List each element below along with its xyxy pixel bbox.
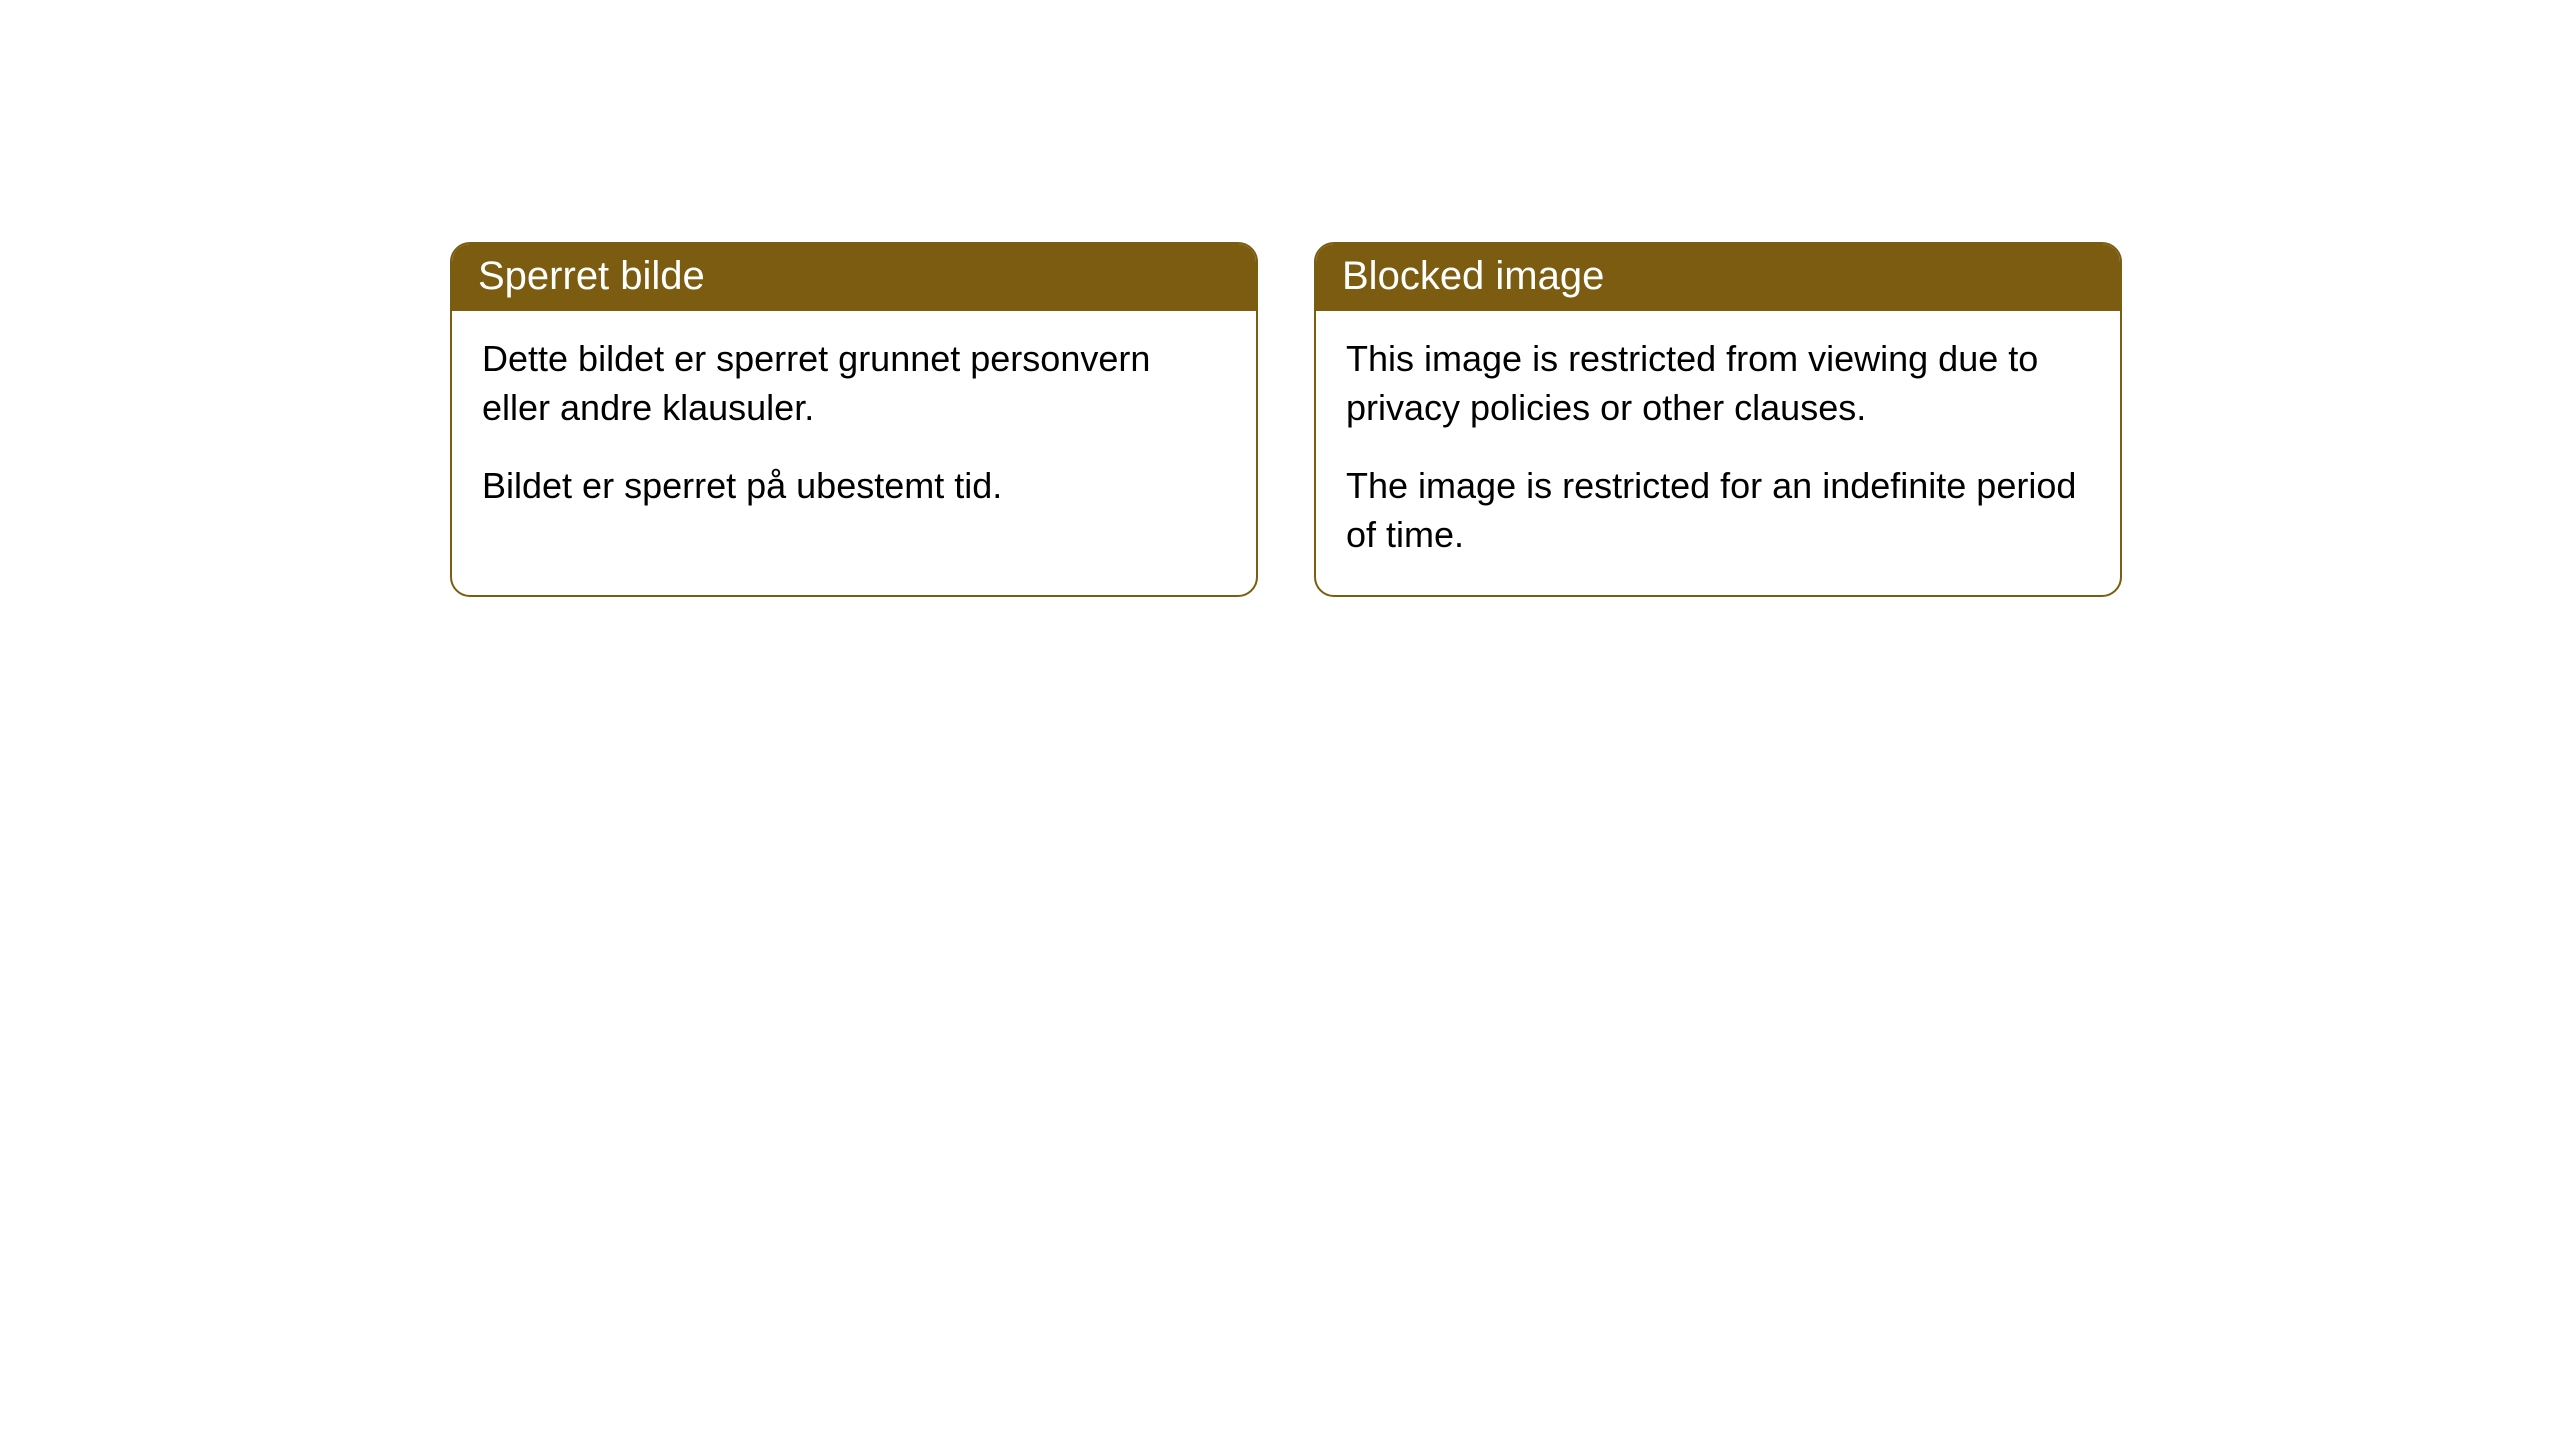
card-paragraph-english-1: This image is restricted from viewing du… [1346,335,2090,432]
card-header-norwegian: Sperret bilde [452,244,1256,311]
card-header-english: Blocked image [1316,244,2120,311]
card-body-english: This image is restricted from viewing du… [1316,311,2120,595]
notice-container: Sperret bilde Dette bildet er sperret gr… [0,0,2560,597]
card-paragraph-norwegian-2: Bildet er sperret på ubestemt tid. [482,462,1226,511]
card-paragraph-english-2: The image is restricted for an indefinit… [1346,462,2090,559]
blocked-image-card-norwegian: Sperret bilde Dette bildet er sperret gr… [450,242,1258,597]
card-title-norwegian: Sperret bilde [478,254,705,298]
card-title-english: Blocked image [1342,254,1604,298]
blocked-image-card-english: Blocked image This image is restricted f… [1314,242,2122,597]
card-body-norwegian: Dette bildet er sperret grunnet personve… [452,311,1256,547]
card-paragraph-norwegian-1: Dette bildet er sperret grunnet personve… [482,335,1226,432]
